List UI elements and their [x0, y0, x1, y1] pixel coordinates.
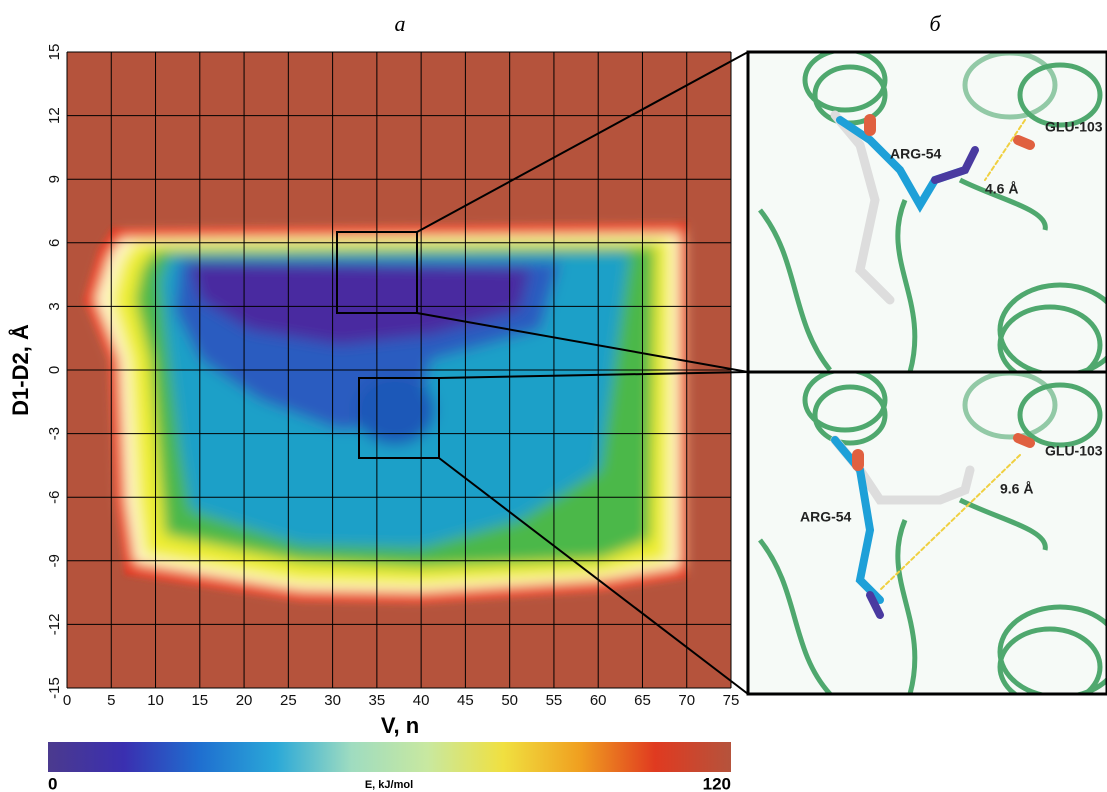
residue-label: ARG-54 — [800, 509, 852, 525]
x-tick-label: 35 — [369, 692, 386, 709]
y-tick-label: -12 — [46, 614, 63, 636]
x-tick-label: 20 — [236, 692, 253, 709]
x-tick-label: 60 — [590, 692, 607, 709]
colorbar — [48, 742, 731, 772]
x-tick-label: 5 — [107, 692, 115, 709]
structure-panel: ARG-54 GLU-103 4.6 Å ARG-54 GLU- — [748, 50, 1107, 705]
y-tick-label: -15 — [46, 677, 63, 699]
colorbar-label: E, kJ/mol — [365, 779, 413, 791]
y-tick-label: -6 — [46, 491, 63, 504]
x-tick-label: 0 — [63, 692, 71, 709]
colorbar-tick-label: 120 — [703, 774, 731, 792]
y-tick-label: 12 — [46, 107, 63, 124]
x-tick-label: 50 — [501, 692, 518, 709]
distance-label: 9.6 Å — [1000, 481, 1033, 497]
x-axis-label: V, n — [381, 713, 419, 738]
x-tick-label: 65 — [634, 692, 651, 709]
panel-label: б — [929, 11, 941, 36]
x-tick-label: 30 — [324, 692, 341, 709]
y-tick-label: -3 — [46, 427, 63, 440]
y-axis-label: D1-D2, Å — [7, 324, 33, 416]
x-tick-label: 55 — [546, 692, 563, 709]
residue-label: GLU-103 — [1045, 443, 1103, 459]
y-tick-label: 3 — [46, 302, 63, 310]
colorbar-tick-label: 0 — [48, 774, 57, 792]
x-tick-label: 70 — [678, 692, 695, 709]
x-tick-label: 25 — [280, 692, 297, 709]
x-tick-label: 45 — [457, 692, 474, 709]
y-tick-label: 0 — [46, 366, 63, 374]
y-tick-label: 6 — [46, 239, 63, 247]
y-tick-label: 15 — [46, 44, 63, 61]
distance-label: 4.6 Å — [985, 181, 1018, 197]
x-tick-label: 40 — [413, 692, 430, 709]
residue-label: GLU-103 — [1045, 119, 1103, 135]
figure: a б — [0, 0, 1107, 792]
x-tick-label: 15 — [191, 692, 208, 709]
x-tick-label: 75 — [723, 692, 740, 709]
panel-label: a — [395, 11, 406, 36]
y-tick-label: 9 — [46, 175, 63, 183]
y-tick-label: -9 — [46, 554, 63, 567]
x-tick-label: 10 — [147, 692, 164, 709]
residue-label: ARG-54 — [890, 146, 942, 162]
